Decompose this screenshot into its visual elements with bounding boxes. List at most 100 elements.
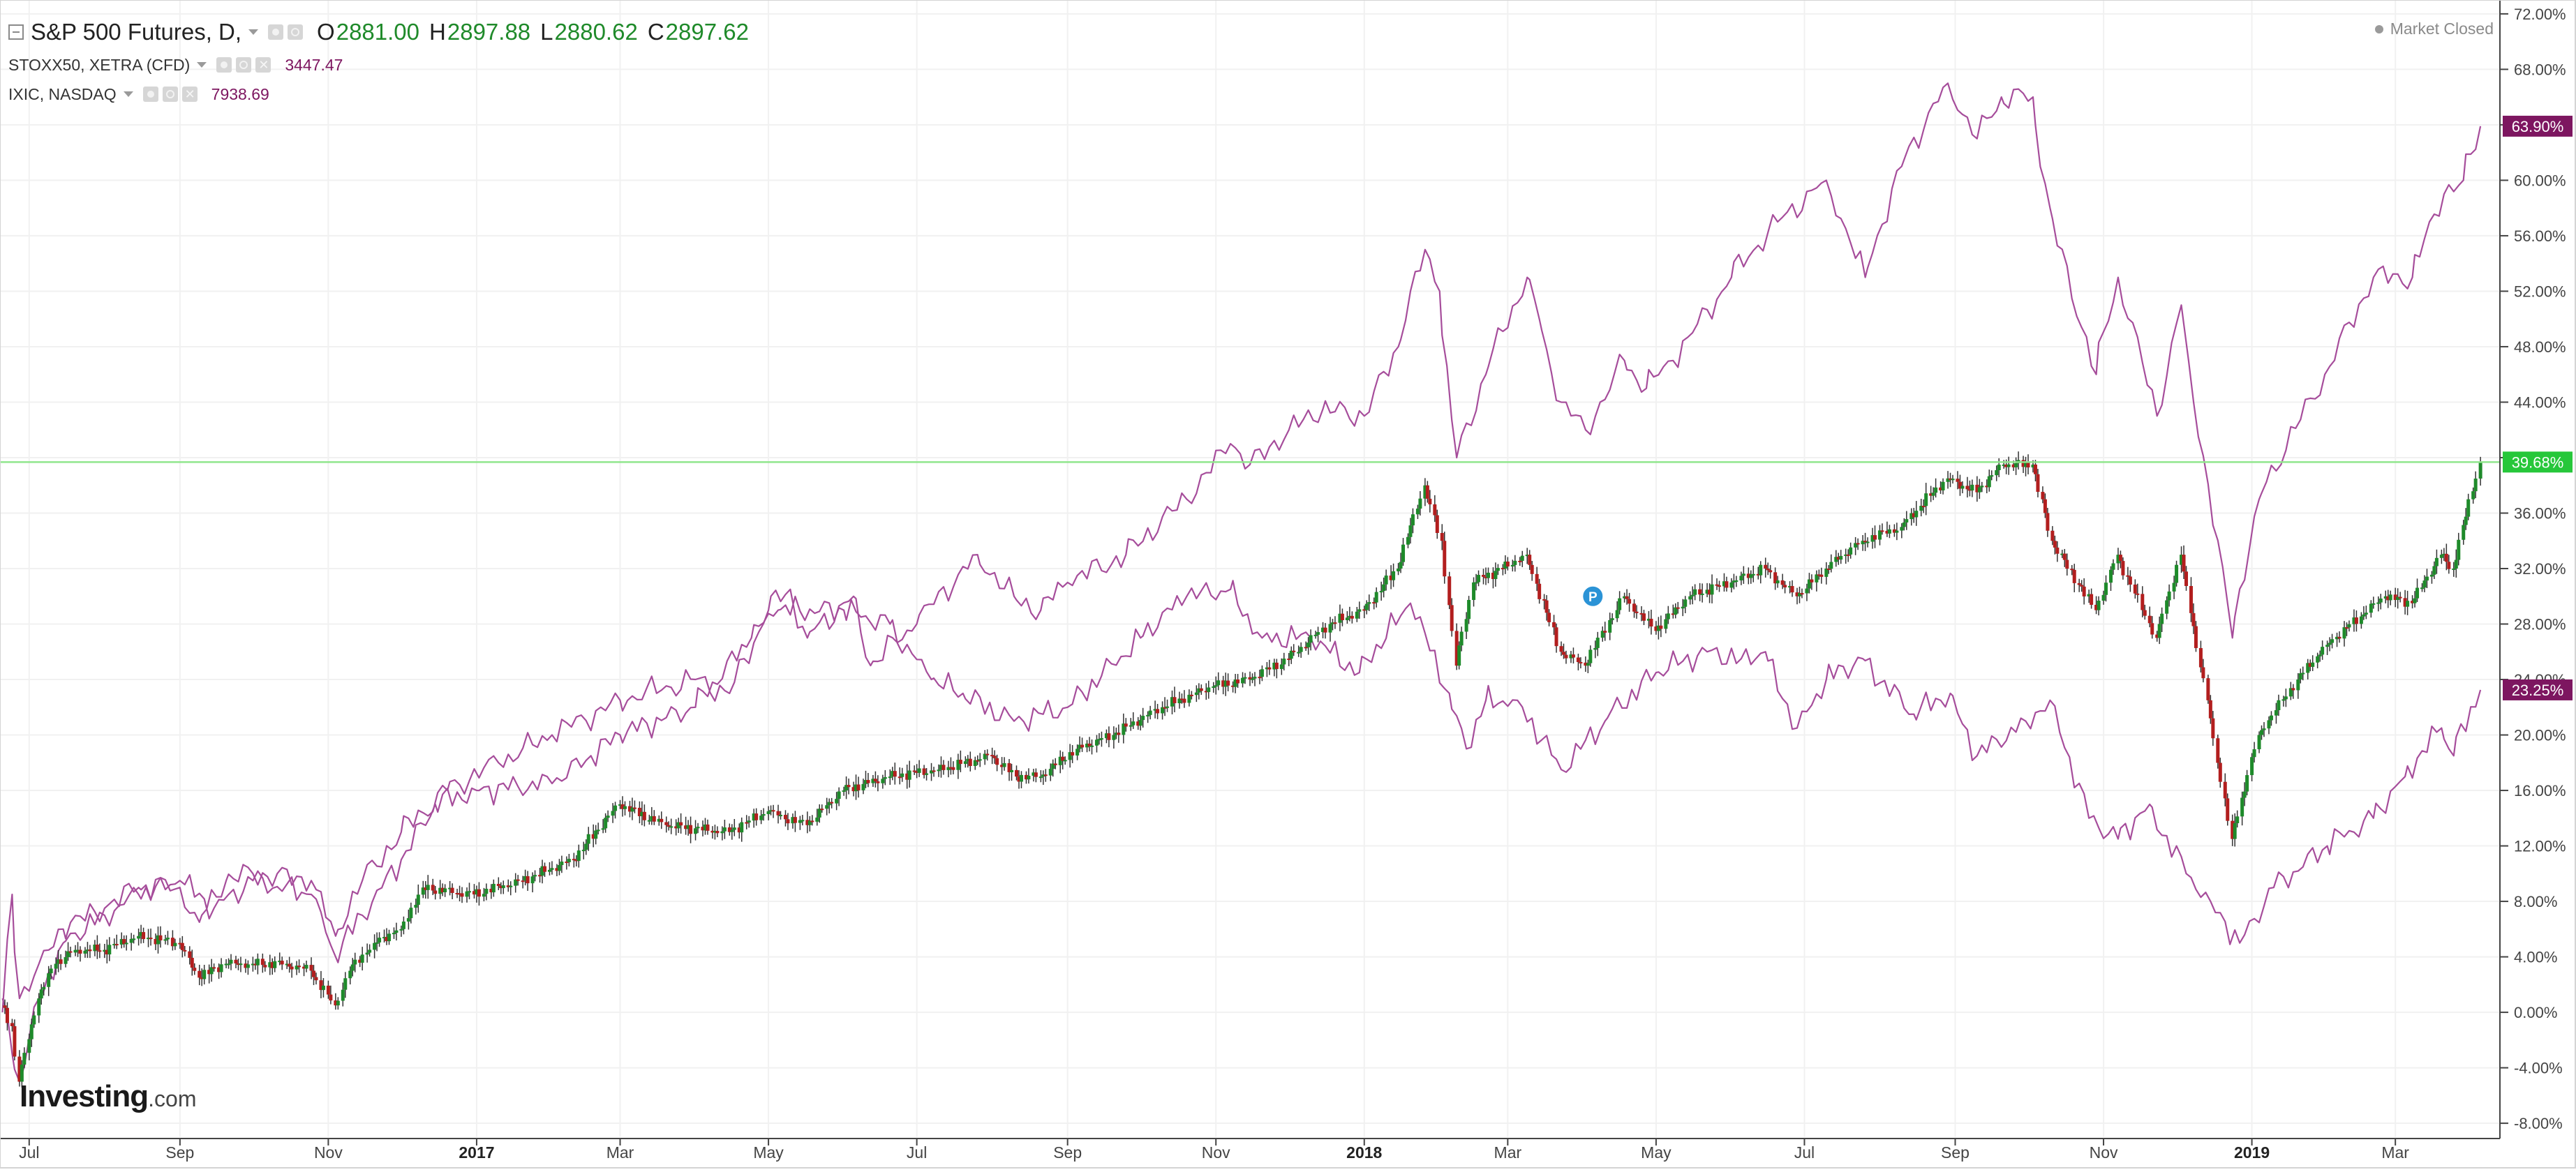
eye-icon[interactable] bbox=[143, 87, 158, 102]
candle-body bbox=[2245, 775, 2249, 792]
candle-body bbox=[2224, 782, 2227, 799]
candle-body bbox=[1020, 775, 1023, 782]
candle-body bbox=[810, 820, 814, 822]
candle-body bbox=[327, 986, 330, 995]
candle-body bbox=[2053, 541, 2057, 548]
candle-body bbox=[754, 813, 758, 820]
candle-body bbox=[1856, 543, 1860, 544]
chevron-down-icon[interactable] bbox=[248, 29, 258, 35]
candle-body bbox=[1095, 739, 1099, 745]
candle-body bbox=[2078, 583, 2081, 585]
candle-body bbox=[733, 827, 736, 829]
candle-body bbox=[2296, 679, 2300, 690]
close-icon[interactable] bbox=[255, 57, 271, 73]
candle-body bbox=[1596, 638, 1600, 648]
candle-body bbox=[2143, 610, 2147, 616]
candle-body bbox=[1397, 569, 1400, 571]
candle-body bbox=[779, 815, 782, 816]
candle-body bbox=[1839, 556, 1842, 559]
candle-body bbox=[2425, 577, 2429, 581]
candle-body bbox=[1560, 646, 1563, 652]
candle-body bbox=[2457, 540, 2460, 560]
candle-body bbox=[1625, 596, 1629, 599]
candle-body bbox=[497, 884, 500, 886]
candle-body bbox=[1428, 499, 1431, 504]
candle-body bbox=[1542, 599, 1546, 601]
ixic-legend[interactable]: IXIC, NASDAQ 7938.69 bbox=[8, 80, 749, 109]
candle-body bbox=[762, 814, 766, 816]
eye-icon[interactable] bbox=[216, 57, 232, 73]
candle-body bbox=[1552, 622, 1556, 627]
collapse-icon[interactable] bbox=[8, 24, 24, 40]
candle-body bbox=[137, 936, 140, 939]
y-tick-label: 68.00% bbox=[2514, 61, 2566, 78]
candle-body bbox=[96, 945, 99, 950]
candle-body bbox=[2216, 738, 2219, 762]
candle-body bbox=[1149, 711, 1152, 715]
candle-body bbox=[1608, 620, 1611, 633]
candle-body bbox=[1683, 599, 1687, 606]
candle-body bbox=[533, 875, 537, 876]
candle-body bbox=[1545, 601, 1549, 613]
gear-icon[interactable] bbox=[288, 24, 303, 40]
candle-body bbox=[1416, 509, 1420, 514]
candle-body bbox=[2291, 688, 2295, 690]
x-tick-label: Jul bbox=[1794, 1143, 1815, 1162]
candle-body bbox=[794, 817, 797, 822]
candle-body bbox=[2318, 654, 2322, 656]
candle-body bbox=[2233, 823, 2237, 839]
x-tick-label: Jul bbox=[907, 1143, 927, 1162]
candle-body bbox=[1752, 574, 1755, 576]
series-end-label: 23.25% bbox=[2512, 682, 2564, 699]
candle-body bbox=[847, 785, 851, 787]
candle-body bbox=[98, 950, 101, 952]
eye-icon[interactable] bbox=[268, 24, 283, 40]
candle-body bbox=[842, 790, 846, 792]
y-tick-label: 28.00% bbox=[2514, 616, 2566, 633]
y-tick-label: 8.00% bbox=[2514, 893, 2557, 910]
candle-body bbox=[399, 929, 403, 931]
candle-body bbox=[825, 805, 828, 809]
chevron-down-icon[interactable] bbox=[197, 62, 207, 68]
stoxx-name: STOXX50, XETRA (CFD) bbox=[8, 56, 190, 75]
candle-body bbox=[40, 989, 43, 998]
candle-body bbox=[1980, 486, 1983, 487]
candle-body bbox=[2141, 594, 2144, 610]
candle-body bbox=[1603, 631, 1607, 633]
chevron-down-icon[interactable] bbox=[124, 91, 133, 97]
candle-body bbox=[2435, 558, 2439, 566]
candle-body bbox=[1475, 582, 1478, 583]
investing-logo[interactable]: Investing.com bbox=[20, 1079, 197, 1114]
x-tick-label: May bbox=[753, 1143, 784, 1162]
candle-body bbox=[1253, 677, 1256, 679]
y-tick-label: -4.00% bbox=[2514, 1060, 2563, 1077]
candle-body bbox=[2201, 668, 2205, 679]
candle-body bbox=[597, 829, 600, 831]
close-value: 2897.62 bbox=[666, 19, 749, 45]
candle-body bbox=[521, 880, 525, 882]
candle-body bbox=[482, 894, 486, 896]
candle-body bbox=[2050, 531, 2054, 541]
candle-body bbox=[64, 957, 68, 964]
candle-body bbox=[387, 933, 391, 941]
candle-body bbox=[2158, 624, 2161, 638]
candle-body bbox=[1783, 585, 1787, 587]
candle-body bbox=[941, 765, 945, 770]
stoxx-legend[interactable]: STOXX50, XETRA (CFD) 3447.47 bbox=[8, 50, 749, 80]
candle-body bbox=[1934, 488, 1937, 493]
gear-icon[interactable] bbox=[163, 87, 178, 102]
candle-body bbox=[1426, 486, 1429, 499]
close-icon[interactable] bbox=[182, 87, 198, 102]
candle-body bbox=[13, 1026, 16, 1057]
candle-body bbox=[2191, 613, 2195, 626]
candle-body bbox=[1914, 511, 1918, 517]
candle-body bbox=[587, 834, 590, 844]
candle-body bbox=[1538, 584, 1541, 599]
candle-body bbox=[740, 822, 743, 833]
gear-icon[interactable] bbox=[236, 57, 251, 73]
candle-body bbox=[2362, 615, 2365, 617]
